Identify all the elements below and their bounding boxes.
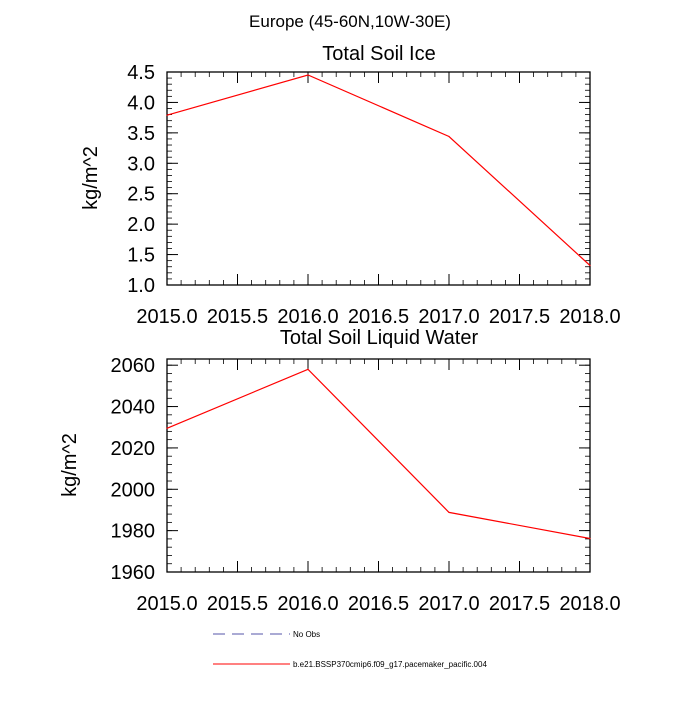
legend-label-model: b.e21.BSSP370cmip6.f09_g17.pacemaker_pac… [293,660,487,669]
legend: No Obs b.e21.BSSP370cmip6.f09_g17.pacema… [213,630,487,669]
series-line [166,74,591,266]
x-tick-label: 2015.5 [207,593,268,615]
y-tick-label: 1.5 [127,245,155,267]
x-tick-label: 2017.0 [418,593,479,615]
x-tick-label: 2018.0 [559,593,620,615]
x-tick-label: 2018.0 [559,306,620,328]
y-tick-label: 2000 [111,479,156,501]
data-point [448,511,450,514]
y-tick-label: 2.0 [127,214,155,236]
x-tick-label: 2017.5 [489,306,550,328]
legend-label-no-obs: No Obs [293,630,320,639]
x-tick-label: 2017.5 [489,593,550,615]
y-axis-label: kg/m^2 [59,433,81,497]
y-tick-label: 3.0 [127,153,155,175]
data-point [307,74,309,76]
y-tick-label: 4.0 [127,92,155,114]
x-tick-label: 2015.5 [207,306,268,328]
y-tick-label: 4.5 [127,62,155,84]
chart-panel-soil-ice: Total Soil Ice kg/m^2 2015.0 2015.5 2016.0… [80,43,621,328]
data-point [166,427,168,429]
figure-title: Europe (45-60N,10W-30E) [249,12,451,31]
plot-frame [166,358,591,573]
x-tick-label: 2016.5 [348,593,409,615]
data-point [589,537,591,540]
x-tick-label: 2016.5 [348,306,409,328]
data-point [307,368,309,370]
y-tick-label: 1.0 [127,275,155,297]
data-point [448,135,450,138]
chart-title: Total Soil Ice [322,43,435,65]
x-tick-label: 2015.0 [136,593,197,615]
x-tick-label: 2016.0 [277,593,338,615]
y-axis-label: kg/m^2 [80,146,102,210]
y-tick-label: 2060 [111,355,156,377]
chart-panel-soil-liquid-water: Total Soil Liquid Water kg/m^2 2015.0 201… [59,327,621,615]
x-tick-label: 2015.0 [136,306,197,328]
y-tick-label: 2.5 [127,184,155,206]
y-tick-label: 2020 [111,438,156,460]
y-tick-label: 2040 [111,397,156,419]
plot-frame [166,71,591,286]
x-tick-label: 2016.0 [277,306,338,328]
data-point [589,264,591,267]
y-tick-label: 1960 [111,562,156,584]
y-tick-label: 1980 [111,521,156,543]
y-tick-label: 3.5 [127,123,155,145]
chart-title: Total Soil Liquid Water [280,327,479,349]
series-line [166,368,591,540]
data-point [166,114,168,116]
x-tick-label: 2017.0 [418,306,479,328]
